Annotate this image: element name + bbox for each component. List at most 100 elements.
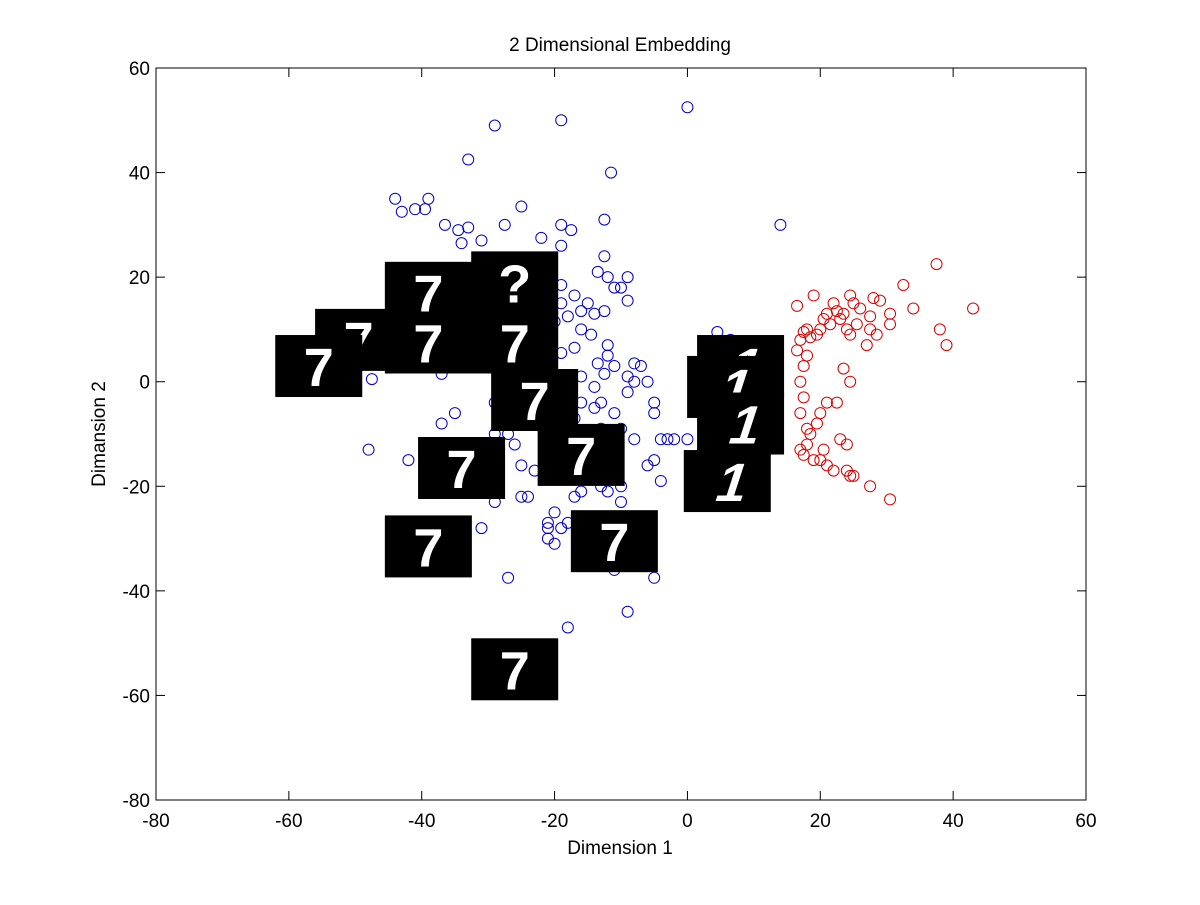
blue-data-point <box>555 218 568 231</box>
blue-data-point <box>585 328 598 341</box>
blue-data-point <box>621 386 634 399</box>
red-data-point <box>844 289 857 302</box>
thumbnail-digit: 7 <box>447 440 477 500</box>
blue-data-point <box>588 380 601 393</box>
red-data-point <box>907 302 920 315</box>
blue-data-point <box>541 516 554 529</box>
red-data-point <box>820 396 833 409</box>
red-data-point <box>827 464 840 477</box>
thumbnail-background <box>697 392 785 455</box>
y-tick-label: -80 <box>123 791 150 812</box>
blue-data-point <box>402 454 415 467</box>
digit-thumbnail: 7 <box>384 515 472 578</box>
blue-data-point <box>608 407 621 420</box>
thumbnail-digit: 7 <box>304 338 334 398</box>
red-data-point <box>794 407 807 420</box>
blue-data-point <box>661 433 674 446</box>
blue-data-point <box>488 119 501 132</box>
blue-data-point <box>581 297 594 310</box>
blue-data-point <box>598 213 611 226</box>
blue-data-point <box>462 221 475 234</box>
thumbnail-digit: 7 <box>520 372 550 432</box>
thumbnail-digit: 7 <box>599 513 629 573</box>
digit-thumbnail: 7 <box>570 510 658 573</box>
thumbnail-digit: 7 <box>500 315 530 375</box>
thumbnail-background <box>275 335 363 398</box>
red-data-point <box>930 258 943 271</box>
y-tick-label: -40 <box>123 582 150 603</box>
x-tick-label: 20 <box>810 811 831 832</box>
red-data-point <box>817 312 830 325</box>
x-tick-label: 0 <box>682 811 693 832</box>
axis-ticks: -80 -60 -40 -20 0 20 40 60 -80 -60 -40 -20 0 20 40 60 <box>123 59 1097 832</box>
blue-data-point <box>681 433 694 446</box>
red-data-point <box>837 362 850 375</box>
red-data-point <box>884 307 897 320</box>
red-data-point <box>897 278 910 291</box>
blue-data-point <box>548 506 561 519</box>
blue-data-point <box>502 571 515 584</box>
digit-thumbnail: ? <box>471 251 559 314</box>
thumbnail-digit: ? <box>498 254 531 314</box>
blue-data-point <box>641 459 654 472</box>
blue-data-point <box>555 114 568 127</box>
red-data-point <box>807 289 820 302</box>
blue-data-point <box>515 459 528 472</box>
blue-data-point <box>575 305 588 318</box>
red-data-point <box>817 443 830 456</box>
blue-data-point <box>608 281 621 294</box>
blue-data-point <box>515 200 528 213</box>
blue-data-point <box>561 621 574 634</box>
blue-data-point <box>535 231 548 244</box>
blue-data-point <box>498 218 511 231</box>
blue-data-point <box>568 289 581 302</box>
blue-data-point <box>628 433 641 446</box>
y-tick-label: 20 <box>129 268 150 289</box>
blue-data-point <box>621 605 634 618</box>
red-data-point <box>860 339 873 352</box>
blue-data-point <box>591 357 604 370</box>
red-data-point <box>791 299 804 312</box>
red-data-point <box>854 302 867 315</box>
digit-thumbnail: 7 <box>384 311 472 375</box>
blue-data-point <box>634 360 647 373</box>
blue-data-point <box>419 203 432 216</box>
red-data-point <box>807 454 820 467</box>
red-data-point <box>867 292 880 305</box>
red-data-point <box>850 318 863 331</box>
blue-data-point <box>435 417 448 430</box>
blue-data-point <box>601 349 614 362</box>
blue-data-point <box>654 475 667 488</box>
red-data-point <box>844 469 857 482</box>
blue-data-point <box>575 485 588 498</box>
blue-data-point <box>395 205 408 218</box>
y-tick-label: -20 <box>123 477 150 498</box>
thumbnail-digit: 7 <box>566 427 596 487</box>
thumbnail-background <box>418 436 506 499</box>
blue-data-point <box>648 407 661 420</box>
thumbnail-background <box>471 311 559 374</box>
blue-data-point <box>455 237 468 250</box>
red-data-point <box>797 326 810 339</box>
blue-data-point <box>601 271 614 284</box>
thumbnail-digit: 7 <box>413 315 443 375</box>
red-data-point <box>933 323 946 336</box>
blue-data-point <box>555 239 568 252</box>
y-tick-label: 0 <box>139 373 150 394</box>
blue-data-point <box>681 101 694 114</box>
thumbnail-background <box>491 369 579 432</box>
red-data-point <box>791 344 804 357</box>
blue-data-point <box>565 224 578 237</box>
digit-thumbnail: 7 <box>275 335 363 398</box>
blue-data-point <box>541 522 554 535</box>
blue-data-point <box>605 166 618 179</box>
blue-data-point <box>615 281 627 294</box>
red-data-point <box>884 318 897 331</box>
red-data-point <box>810 328 823 341</box>
blue-data-point <box>389 192 402 205</box>
blue-data-point <box>591 265 604 278</box>
y-axis-label: Dimansion 2 <box>89 381 110 487</box>
red-data-point <box>940 339 953 352</box>
blue-data-point <box>462 153 475 166</box>
